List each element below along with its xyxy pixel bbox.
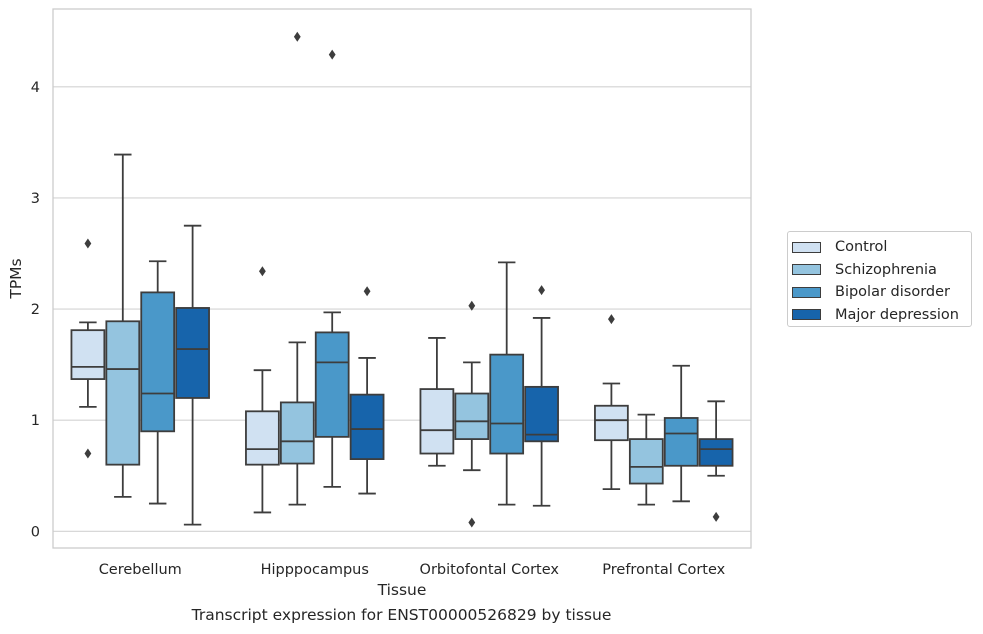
y-tick-label-3: 3: [31, 191, 40, 207]
box-hipppocampus-control: [245, 410, 280, 466]
y-axis-label: TPMs: [7, 258, 25, 299]
box-cerebellum-bipolar-disorder: [140, 291, 176, 433]
legend-swatch-major-depression: [792, 309, 821, 321]
legend-label-major-depression: Major depression: [835, 306, 959, 323]
box-orbitofontal-cortex-schizophrenia: [454, 392, 490, 440]
outlier-orbitofontal-cortex-major-depression-0: [538, 285, 545, 296]
y-tick-label-1: 1: [31, 413, 40, 429]
outlier-prefrontal-cortex-major-depression-0: [712, 511, 720, 522]
legend-item-bipolar-disorder: Bipolar disorder: [792, 281, 971, 304]
legend-label-control: Control: [835, 239, 888, 256]
x-tick-label-cerebellum: Cerebellum: [99, 562, 182, 578]
legend-swatch-schizophrenia: [792, 264, 821, 276]
box-prefrontal-cortex-bipolar-disorder: [663, 417, 699, 467]
box-orbitofontal-cortex-control: [419, 388, 455, 455]
box-cerebellum-control: [70, 329, 106, 380]
y-tick-label-2: 2: [31, 302, 40, 318]
outlier-orbitofontal-cortex-schizophrenia-1: [468, 517, 476, 528]
plot-frame: [52, 8, 752, 549]
outlier-cerebellum-control-1: [84, 448, 92, 459]
legend-swatch-bipolar-disorder: [792, 286, 821, 298]
legend: Control Schizophrenia Bipolar disorder M…: [787, 231, 972, 327]
x-tick-label-prefrontal-cortex: Prefrontal Cortex: [602, 562, 725, 578]
outlier-hipppocampus-schizophrenia-0: [293, 31, 301, 42]
outlier-hipppocampus-major-depression-0: [363, 286, 371, 297]
box-cerebellum-schizophrenia: [105, 320, 141, 466]
outlier-cerebellum-control-0: [84, 238, 92, 249]
chart-caption: Transcript expression for ENST0000052682…: [191, 606, 612, 624]
legend-swatch-control: [792, 241, 821, 253]
box-hipppocampus-major-depression: [349, 393, 385, 460]
legend-item-control: Control: [792, 236, 971, 259]
x-tick-label-orbitofontal-cortex: Orbitofontal Cortex: [420, 562, 560, 578]
legend-label-bipolar-disorder: Bipolar disorder: [835, 284, 950, 301]
legend-item-schizophrenia: Schizophrenia: [792, 259, 971, 282]
box-hipppocampus-schizophrenia: [279, 401, 315, 465]
box-prefrontal-cortex-major-depression: [698, 438, 734, 467]
box-prefrontal-cortex-control: [594, 404, 629, 442]
outlier-hipppocampus-control-0: [259, 266, 266, 277]
x-tick-label-hipppocampus: Hipppocampus: [261, 562, 369, 578]
box-orbitofontal-cortex-major-depression: [524, 385, 559, 443]
outlier-prefrontal-cortex-control-0: [608, 314, 615, 325]
x-axis-label: Tissue: [377, 581, 427, 599]
box-cerebellum-major-depression: [175, 307, 210, 399]
outlier-hipppocampus-bipolar-disorder-0: [328, 49, 336, 60]
outlier-orbitofontal-cortex-schizophrenia-0: [468, 300, 476, 311]
y-tick-label-4: 4: [31, 80, 40, 96]
legend-label-schizophrenia: Schizophrenia: [835, 261, 937, 278]
box-prefrontal-cortex-schizophrenia: [628, 438, 664, 485]
legend-item-major-depression: Major depression: [792, 304, 971, 327]
y-tick-label-0: 0: [31, 524, 40, 540]
box-hipppocampus-bipolar-disorder: [314, 331, 350, 438]
box-orbitofontal-cortex-bipolar-disorder: [489, 353, 525, 455]
